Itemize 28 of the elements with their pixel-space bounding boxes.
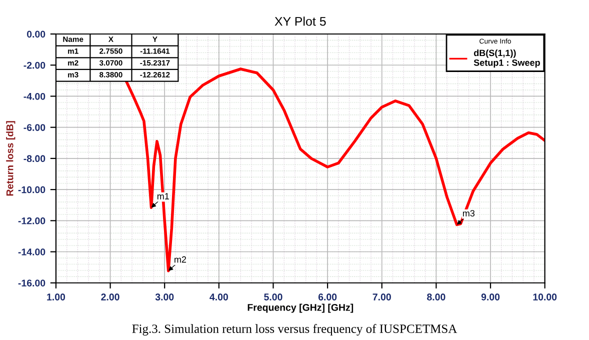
y-tick-label: 0.00: [27, 30, 46, 38]
legend-label: dB(S(1,1)) Setup1 : Sweep: [474, 50, 540, 68]
annotation: m2: [174, 256, 186, 263]
y-tick-label: -2.00: [24, 62, 46, 69]
x-tick-label: 1.00: [47, 294, 66, 300]
line-series: [124, 68, 545, 272]
y-tick-label: -16.00: [18, 280, 46, 286]
y-tick-label: -10.00: [18, 186, 46, 194]
y-tick-label: -12.00: [18, 217, 46, 224]
x-axis-title: Frequency [GHz] [GHz]: [248, 304, 354, 313]
y-tick-label: -14.00: [18, 248, 46, 256]
x-tick-label: 5.00: [264, 294, 282, 300]
annotation: m3: [462, 210, 475, 216]
x-tick-label: 7.00: [372, 294, 391, 300]
x-tick-label: 2.00: [101, 294, 120, 300]
y-axis-title: Return loss [dB]: [6, 121, 16, 196]
x-tick-label: 6.00: [318, 294, 337, 300]
chart-title: XY Plot 5: [274, 16, 326, 26]
x-tick-label: 10.00: [533, 294, 557, 300]
x-tick-label: 3.00: [155, 294, 174, 300]
annotation: m1: [157, 193, 169, 200]
x-tick-label: 8.00: [427, 294, 446, 300]
x-tick-label: 4.00: [210, 294, 228, 300]
y-tick-label: -8.00: [24, 155, 46, 162]
caption: Fig.3. Simulation return loss versus frequency of IUSPCETMSA: [132, 324, 458, 336]
y-tick-label: -4.00: [24, 92, 46, 100]
y-tick-label: -6.00: [24, 124, 46, 131]
x-tick-label: 9.00: [481, 294, 500, 300]
